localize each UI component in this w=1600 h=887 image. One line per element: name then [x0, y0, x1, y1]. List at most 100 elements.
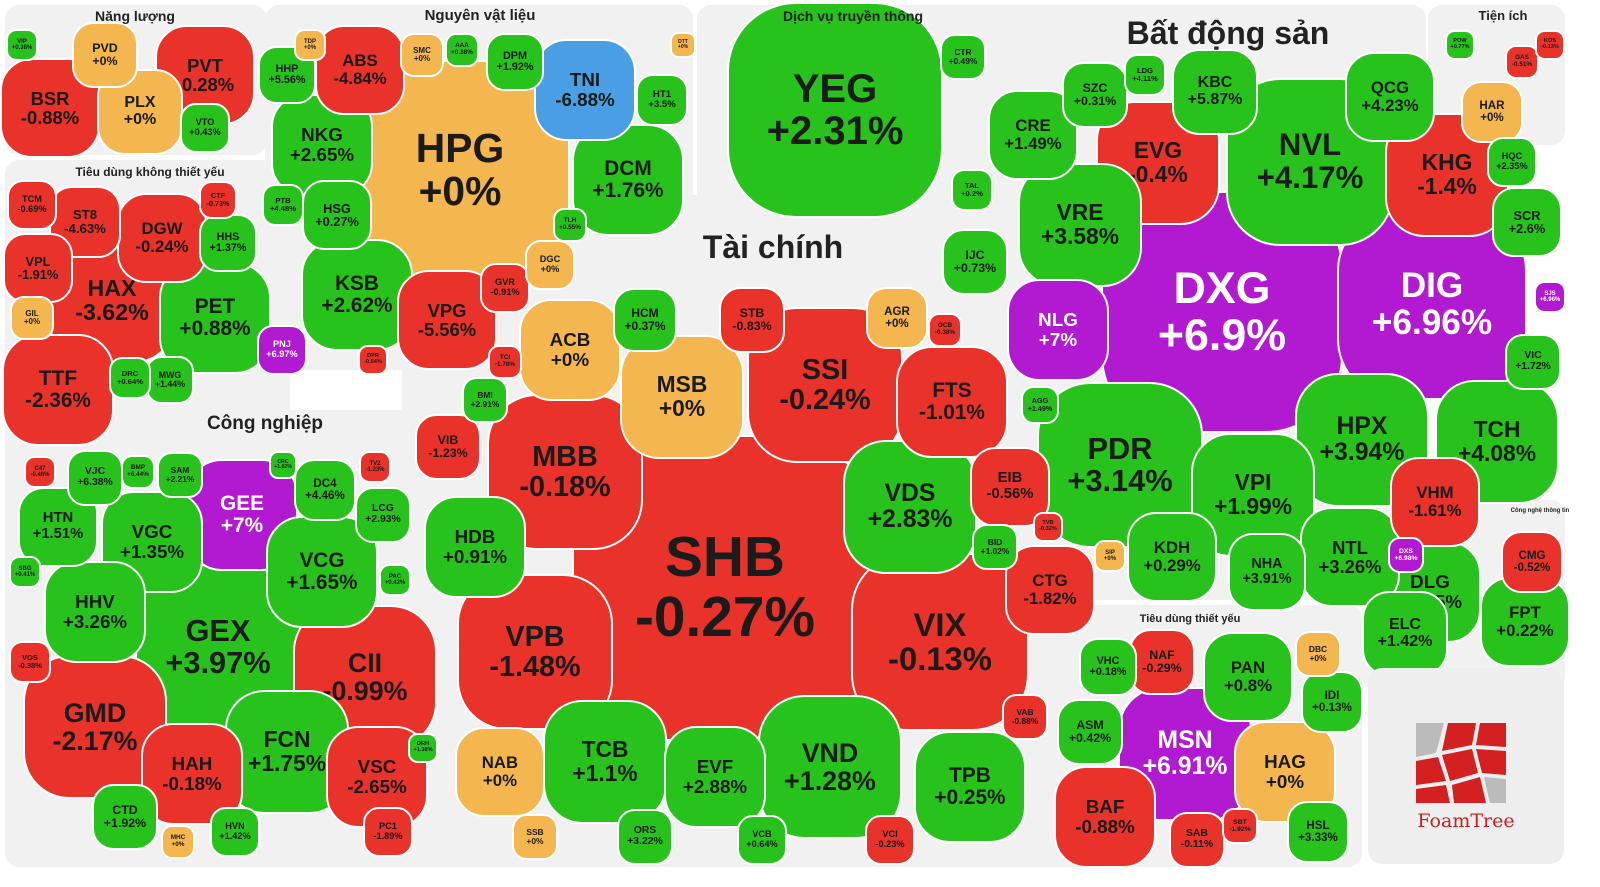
stock-cell-ors[interactable]: ORS +3.22%: [616, 808, 674, 866]
stock-cell-hsl[interactable]: HSL +3.33%: [1286, 800, 1350, 864]
stock-cell-stb[interactable]: STB -0.83%: [718, 286, 786, 354]
stock-cell-ssb[interactable]: SSB +0%: [512, 814, 558, 860]
stock-cell-dpr[interactable]: DPR -0.54%: [357, 344, 389, 376]
stock-cell-dgc[interactable]: DGC +0%: [525, 240, 575, 290]
stock-cell-sjs[interactable]: SJS +6.96%: [1533, 280, 1567, 314]
stock-cell-bmi[interactable]: BMI +2.91%: [462, 377, 508, 423]
stock-cell-pc1[interactable]: PC1 -1.89%: [363, 807, 413, 857]
stock-cell-vic[interactable]: VIC +1.72%: [1504, 333, 1562, 391]
stock-cell-ht1[interactable]: HT1 +3.5%: [636, 74, 688, 126]
stock-cell-tal[interactable]: TAL +0.2%: [951, 169, 993, 211]
stock-cell-lcg[interactable]: LCG +2.93%: [354, 486, 412, 544]
stock-cell-tci[interactable]: TCI -1.78%: [487, 344, 523, 380]
stock-cell-mbb[interactable]: MBB -0.18%: [487, 394, 643, 550]
stock-cell-kdh[interactable]: KDH +0.29%: [1126, 511, 1218, 603]
stock-cell-pvd[interactable]: PVD +0%: [71, 21, 139, 89]
stock-cell-ctf[interactable]: CTF -0.73%: [198, 180, 238, 220]
stock-cell-mhc[interactable]: MHC +0%: [160, 824, 196, 860]
stock-cell-hhs[interactable]: HHS +1.37%: [198, 213, 258, 273]
stock-cell-kos[interactable]: KOS -0.13%: [1534, 29, 1566, 61]
stock-cell-pnj[interactable]: PNJ +6.97%: [257, 325, 307, 375]
stock-cell-dgw[interactable]: DGW -0.24%: [116, 192, 208, 284]
stock-cell-aaa[interactable]: AAA +0.38%: [444, 32, 480, 68]
stock-cell-vib[interactable]: VIB -1.23%: [414, 413, 482, 481]
stock-cell-dc4[interactable]: DC4 +4.46%: [293, 458, 357, 522]
stock-cell-har[interactable]: HAR +0%: [1460, 80, 1524, 144]
stock-cell-vip[interactable]: VIP +0.38%: [5, 28, 39, 62]
stock-cell-fts[interactable]: FTS -1.01%: [895, 345, 1009, 459]
stock-cell-c47[interactable]: C47 -0.46%: [23, 455, 57, 489]
stock-cell-cmg[interactable]: CMG -0.52%: [1500, 530, 1564, 594]
stock-cell-sam[interactable]: SAM +2.21%: [157, 452, 203, 498]
stock-cell-vto[interactable]: VTO +0.43%: [180, 103, 230, 153]
stock-cell-vpg[interactable]: VPG -5.56%: [397, 270, 497, 370]
stock-cell-ocb[interactable]: OCB -0.38%: [927, 312, 963, 348]
stock-cell-evf[interactable]: EVF +2.88%: [664, 726, 766, 828]
stock-cell-crc[interactable]: CRC +1.02%: [268, 450, 298, 480]
stock-cell-qcg[interactable]: QCG +4.23%: [1344, 51, 1436, 143]
stock-cell-abs[interactable]: ABS -4.84%: [314, 24, 406, 116]
stock-cell-ctd[interactable]: CTD +1.92%: [91, 783, 159, 851]
stock-cell-gas[interactable]: GAS -0.51%: [1504, 44, 1540, 80]
stock-cell-tcb[interactable]: TCB +1.1%: [543, 700, 667, 824]
stock-cell-gil[interactable]: GIL +0%: [10, 296, 54, 340]
stock-cell-drc[interactable]: DRC +0.64%: [109, 357, 151, 399]
stock-cell-ctg[interactable]: CTG -1.82%: [1004, 544, 1096, 636]
stock-cell-tcm[interactable]: TCM -0.69%: [7, 180, 57, 230]
stock-cell-vcb[interactable]: VCB +0.64%: [737, 815, 787, 865]
stock-cell-sbt[interactable]: SBT -1.92%: [1221, 807, 1259, 845]
stock-cell-idi[interactable]: IDI +0.13%: [1300, 670, 1364, 734]
stock-cell-vgc[interactable]: VGC +1.35%: [101, 491, 203, 593]
stock-cell-dpm[interactable]: DPM +1.92%: [485, 32, 545, 92]
stock-cell-szc[interactable]: SZC +0.31%: [1061, 61, 1129, 129]
stock-cell-vjc[interactable]: VJC +6.38%: [66, 449, 124, 507]
stock-cell-acb[interactable]: ACB +0%: [519, 299, 621, 401]
stock-cell-tlh[interactable]: TLH +0.55%: [552, 207, 588, 243]
stock-cell-ttf[interactable]: TTF -2.36%: [1, 333, 115, 447]
stock-cell-ntl[interactable]: NTL +3.26%: [1300, 507, 1400, 607]
stock-cell-vci[interactable]: VCI -0.23%: [865, 815, 915, 865]
stock-cell-vos[interactable]: VOS -0.38%: [9, 641, 51, 683]
stock-cell-ksb[interactable]: KSB +2.62%: [300, 238, 414, 352]
stock-cell-hhv[interactable]: HHV +3.26%: [44, 561, 146, 663]
stock-cell-msb[interactable]: MSB +0%: [620, 335, 744, 459]
stock-cell-vpb[interactable]: VPB -1.48%: [457, 574, 613, 730]
stock-cell-tv2[interactable]: TV2 -1.23%: [358, 450, 392, 484]
stock-cell-dbc[interactable]: DBC +0%: [1295, 631, 1341, 677]
stock-cell-elc[interactable]: ELC +1.42%: [1361, 590, 1449, 678]
stock-cell-nlg[interactable]: NLG +7%: [1007, 279, 1109, 381]
stock-cell-fpt[interactable]: FPT +0.22%: [1479, 576, 1571, 668]
stock-cell-ldg[interactable]: LDG +4.11%: [1124, 54, 1166, 96]
stock-cell-vab[interactable]: VAB -0.88%: [1002, 694, 1048, 740]
stock-cell-vre[interactable]: VRE +3.58%: [1018, 163, 1142, 287]
stock-cell-sip[interactable]: SIP +0%: [1093, 539, 1127, 573]
stock-cell-agr[interactable]: AGR +0%: [865, 286, 929, 350]
stock-cell-naf[interactable]: NAF -0.29%: [1128, 628, 1196, 696]
stock-cell-pow[interactable]: POW +0.77%: [1444, 29, 1476, 61]
stock-cell-tpb[interactable]: TPB +0.25%: [913, 730, 1027, 844]
stock-cell-hqc[interactable]: HQC +2.35%: [1487, 137, 1537, 187]
stock-cell-bid[interactable]: BID +1.02%: [972, 524, 1018, 570]
stock-cell-bmp[interactable]: BMP +6.44%: [120, 454, 156, 490]
stock-cell-agg[interactable]: AGG +1.49%: [1020, 385, 1060, 425]
stock-cell-smc[interactable]: SMC +0%: [400, 33, 444, 77]
stock-cell-scr[interactable]: SCR +2.6%: [1492, 187, 1562, 257]
stock-cell-sbg[interactable]: SBG +0.41%: [8, 555, 42, 589]
stock-cell-vpl[interactable]: VPL -1.91%: [3, 233, 73, 303]
stock-cell-tdp[interactable]: TDP +0%: [293, 28, 327, 62]
stock-cell-hdb[interactable]: HDB +0.91%: [424, 496, 526, 598]
stock-cell-dtt[interactable]: DTT +0%: [670, 32, 696, 58]
stock-cell-dxs[interactable]: DXS +6.98%: [1387, 536, 1425, 574]
stock-cell-hcm[interactable]: HCM +0.37%: [612, 287, 678, 353]
stock-cell-baf[interactable]: BAF -0.88%: [1054, 766, 1156, 868]
stock-cell-tvb[interactable]: TVB -0.32%: [1032, 511, 1064, 543]
stock-cell-hvn[interactable]: HVN +1.42%: [210, 807, 260, 857]
stock-cell-nab[interactable]: NAB +0%: [454, 726, 546, 818]
stock-cell-ijc[interactable]: IJC +0.73%: [941, 228, 1009, 296]
stock-cell-hsg[interactable]: HSG +0.27%: [302, 180, 372, 250]
stock-cell-ptb[interactable]: PTB +4.48%: [262, 184, 304, 226]
stock-cell-cii[interactable]: CII -0.99%: [292, 604, 438, 750]
stock-cell-pan[interactable]: PAN +0.8%: [1202, 631, 1294, 723]
stock-cell-vhc[interactable]: VHC +0.18%: [1078, 637, 1138, 697]
stock-cell-ctr[interactable]: CTR +0.49%: [940, 34, 986, 80]
